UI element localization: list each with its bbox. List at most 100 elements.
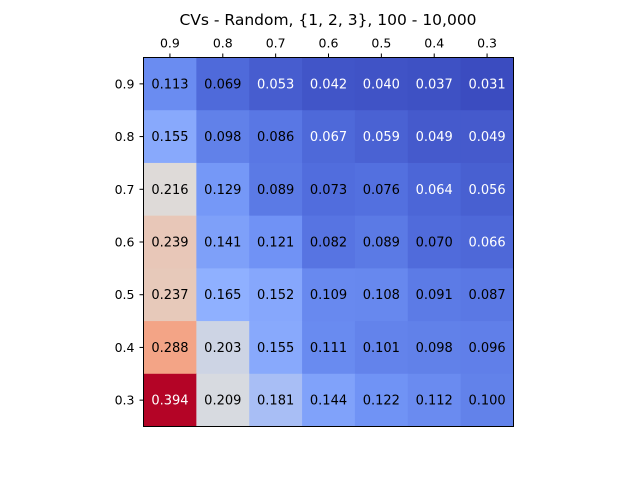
heatmap-cell [196,57,250,111]
plot-frame [143,57,514,427]
heatmap-cell [354,373,409,427]
heatmap-cell [143,373,197,427]
heatmap-cell-labels: 0.113 0.069 0.053 0.042 0.040 0.037 0.031 0.155… [151,77,505,408]
cell-value-label: 0.089 [257,183,294,198]
heatmap-cell [249,57,303,111]
heatmap-cell [407,162,462,217]
cell-value-label: 0.216 [151,183,188,198]
heatmap-cell [302,57,356,111]
heatmap-cell [196,215,250,269]
cell-value-label: 0.053 [257,77,294,92]
cell-value-label: 0.394 [151,394,188,409]
heatmap-cell [302,321,356,375]
cell-value-label: 0.059 [363,130,400,145]
y-tick-label: 0.8 [115,129,135,144]
cell-value-label: 0.091 [416,288,453,303]
cell-value-label: 0.113 [151,77,188,92]
cell-value-label: 0.049 [468,130,505,145]
heatmap-cell [196,373,250,427]
heatmap-cell [407,321,462,375]
cell-value-label: 0.121 [257,236,294,251]
heatmap-cell [460,215,514,269]
x-tick-label: 0.4 [424,36,444,51]
cell-value-label: 0.203 [204,341,241,356]
heatmap-cell [196,321,250,375]
heatmap-cell [302,373,356,427]
heatmap-cell [302,162,356,217]
heatmap-cell [354,321,409,375]
heatmap-cell [143,57,197,111]
heatmap-cell [354,57,409,111]
heatmap-cell [407,215,462,269]
cell-value-label: 0.181 [257,394,294,409]
heatmap-cell [407,373,462,427]
cell-value-label: 0.209 [204,394,241,409]
heatmap-cell [460,321,514,375]
cell-value-label: 0.155 [151,130,188,145]
cell-value-label: 0.111 [310,341,347,356]
heatmap-cell [196,268,250,322]
heatmap-cell [460,57,514,111]
cell-value-label: 0.031 [468,77,505,92]
heatmap-cell [354,215,409,269]
heatmap-cell [302,268,356,322]
cell-value-label: 0.056 [468,183,505,198]
heatmap-cell [302,110,356,164]
x-tick-label: 0.8 [213,36,233,51]
x-axis-ticks: 0.9 0.8 0.7 0.6 0.5 0.4 0.3 [160,36,497,58]
cell-value-label: 0.288 [151,341,188,356]
y-tick-label: 0.5 [115,287,135,302]
cell-value-label: 0.108 [363,288,400,303]
cell-value-label: 0.087 [468,288,505,303]
x-tick-label: 0.7 [266,36,286,51]
cell-value-label: 0.098 [416,341,453,356]
heatmap-cell [196,110,250,164]
cell-value-label: 0.141 [204,236,241,251]
cell-value-label: 0.239 [151,236,188,251]
cell-value-label: 0.101 [363,341,400,356]
cell-value-label: 0.155 [257,341,294,356]
cell-value-label: 0.069 [204,77,241,92]
heatmap-cell [249,268,303,322]
heatmap-cell [249,321,303,375]
heatmap-cell [354,110,409,164]
heatmap-cell [143,110,197,164]
heatmap-cell [354,162,409,217]
cell-value-label: 0.237 [151,288,188,303]
heatmap-cell [249,162,303,217]
heatmap-cell [460,268,514,322]
cell-value-label: 0.049 [416,130,453,145]
heatmap-cell [249,215,303,269]
y-tick-label: 0.7 [115,182,135,197]
heatmap-cell [407,268,462,322]
cell-value-label: 0.096 [468,341,505,356]
heatmap-cell [196,162,250,217]
x-tick-label: 0.6 [319,36,339,51]
heatmap-cell [143,215,197,269]
y-tick-label: 0.3 [115,393,135,408]
cell-value-label: 0.100 [468,394,505,409]
cell-value-label: 0.070 [416,236,453,251]
y-tick-label: 0.4 [115,340,135,355]
cell-value-label: 0.086 [257,130,294,145]
heatmap-cell [407,57,462,111]
cell-value-label: 0.144 [310,394,347,409]
cell-value-label: 0.129 [204,183,241,198]
y-axis-ticks: 0.9 0.8 0.7 0.6 0.5 0.4 0.3 [115,76,144,408]
x-tick-label: 0.9 [160,36,180,51]
cell-value-label: 0.165 [204,288,241,303]
cell-value-label: 0.040 [363,77,400,92]
x-tick-label: 0.3 [477,36,497,51]
y-tick-label: 0.9 [115,76,135,91]
heatmap-cell [407,110,462,164]
cell-value-label: 0.042 [310,77,347,92]
cell-value-label: 0.089 [363,236,400,251]
cell-value-label: 0.037 [416,77,453,92]
y-tick-label: 0.6 [115,235,135,250]
heatmap-cell [249,373,303,427]
cell-value-label: 0.067 [310,130,347,145]
heatmap-cell [143,162,197,217]
x-tick-label: 0.5 [371,36,391,51]
cell-value-label: 0.152 [257,288,294,303]
cell-value-label: 0.082 [310,236,347,251]
